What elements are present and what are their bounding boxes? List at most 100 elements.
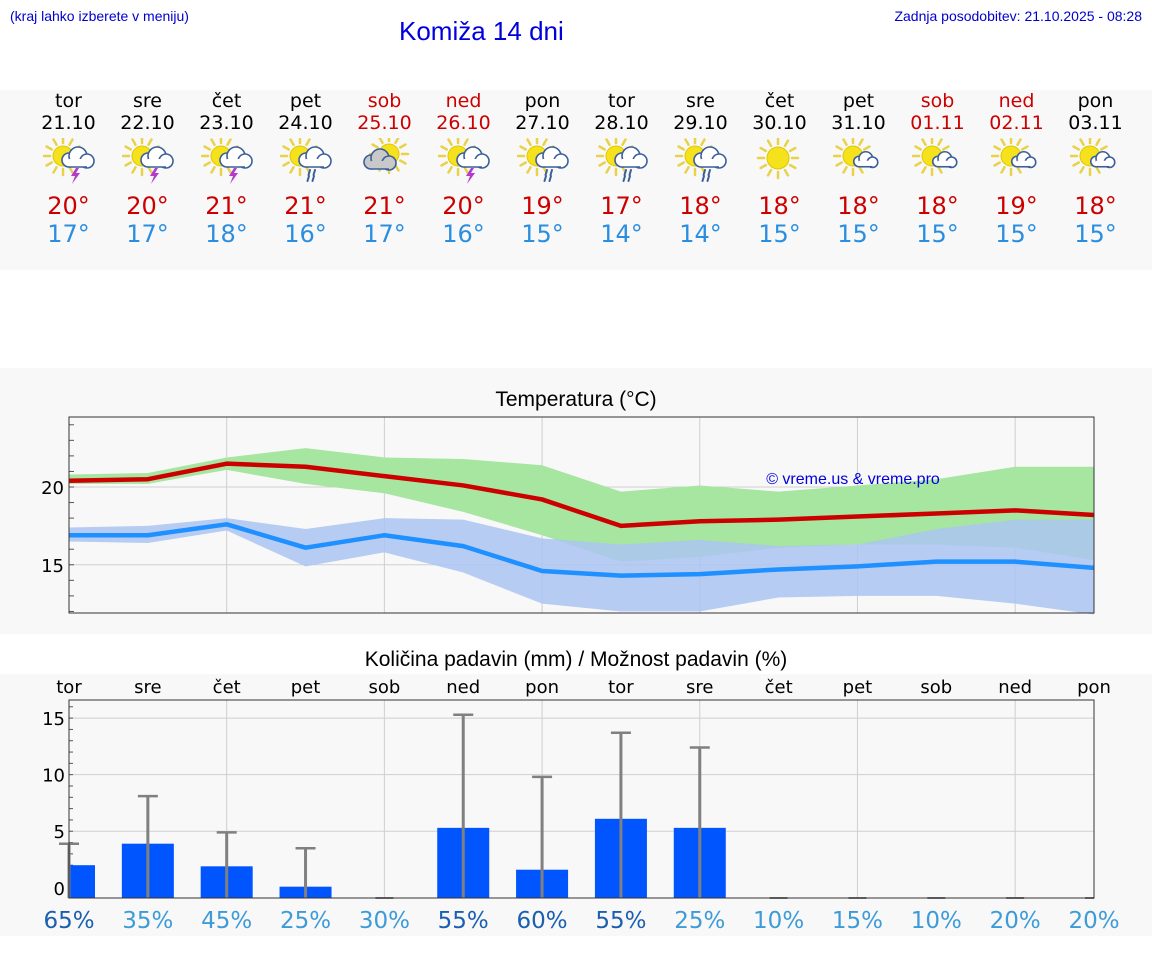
day-name: sob xyxy=(367,90,402,112)
precipitation-probability: 25% xyxy=(674,908,725,934)
day-name: čet xyxy=(211,90,242,112)
plot-border xyxy=(68,699,1095,899)
max-temperature: 21° xyxy=(284,192,327,220)
max-temperature: 18° xyxy=(758,192,801,220)
precipitation-probability: 10% xyxy=(753,908,804,934)
day-date: 23.10 xyxy=(199,112,254,134)
max-temperature: 18° xyxy=(916,192,959,220)
y-tick-label: 5 xyxy=(54,822,65,843)
day-date: 24.10 xyxy=(278,112,333,134)
precipitation-probability: 35% xyxy=(122,908,173,934)
sun-cloud-thunder-icon xyxy=(200,138,253,184)
day-forecast: pon 27.10 19° 15° xyxy=(503,90,582,248)
day-forecast: čet 30.10 18° 15° xyxy=(740,90,819,248)
max-temperature-line xyxy=(68,461,1095,529)
sun-shape xyxy=(756,138,799,180)
y-tick-label: 10 xyxy=(42,766,65,787)
precipitation-probability: 20% xyxy=(1068,908,1119,934)
precipitation-probability: 20% xyxy=(990,908,1041,934)
day-name: sob xyxy=(920,90,955,112)
rain-drops xyxy=(306,169,316,182)
sun-icon xyxy=(756,138,799,180)
day-forecast: ned 02.11 19° 15° xyxy=(977,90,1056,248)
day-name: tor xyxy=(55,90,82,112)
temperature-chart-title: Temperatura (°C) xyxy=(495,388,657,411)
location-hint: (kraj lahko izberete v meniju) xyxy=(10,8,189,24)
day-name: tor xyxy=(608,90,635,112)
x-category-label: pon xyxy=(1077,677,1111,698)
lightning-shape xyxy=(228,168,238,184)
min-temperature: 17° xyxy=(126,220,169,248)
max-temperature: 18° xyxy=(1074,192,1117,220)
x-category-label: sre xyxy=(134,677,161,698)
sun-cloud-rain-icon xyxy=(674,138,727,182)
cloud-shape xyxy=(218,146,253,169)
x-category-label: pet xyxy=(291,677,321,698)
x-category-label: sob xyxy=(920,677,952,698)
min-temperature: 15° xyxy=(837,220,880,248)
lightning-shape xyxy=(70,168,80,184)
day-date: 28.10 xyxy=(594,112,649,134)
day-forecast: sre 29.10 18° 14° xyxy=(661,90,740,248)
cloud-shape xyxy=(60,146,95,169)
sun-small-cloud-icon xyxy=(911,138,958,177)
precipitation-probability: 15% xyxy=(832,908,883,934)
max-temperature: 18° xyxy=(679,192,722,220)
day-forecast: sob 25.10 21° 17° xyxy=(345,90,424,248)
day-date: 26.10 xyxy=(436,112,491,134)
min-temperature: 15° xyxy=(1074,220,1117,248)
page-title: Komiža 14 dni xyxy=(399,16,564,46)
min-temperature: 18° xyxy=(205,220,248,248)
cloud-shape xyxy=(1010,150,1037,169)
day-forecast: pet 24.10 21° 16° xyxy=(266,90,345,248)
precipitation-chart-title: Količina padavin (mm) / Možnost padavin … xyxy=(364,648,788,671)
watermark-text: © vreme.us & vreme.pro xyxy=(766,471,940,488)
day-name: pon xyxy=(1077,90,1114,112)
max-temperature: 19° xyxy=(995,192,1038,220)
x-category-label: ned xyxy=(446,677,480,698)
rain-drops xyxy=(543,169,553,182)
lightning-shape xyxy=(149,168,159,184)
max-temperature: 17° xyxy=(600,192,643,220)
sun-small-cloud-icon xyxy=(832,138,879,177)
cloud-shape xyxy=(1089,150,1116,169)
day-date: 02.11 xyxy=(989,112,1044,134)
cloud-shape xyxy=(139,146,174,169)
max-temperature-band xyxy=(69,448,1094,562)
day-forecast: čet 23.10 21° 18° xyxy=(187,90,266,248)
day-date: 31.10 xyxy=(831,112,886,134)
day-forecast: sre 22.10 20° 17° xyxy=(108,90,187,248)
precipitation-bar xyxy=(69,865,95,898)
rain-drops xyxy=(622,169,632,182)
x-category-label: čet xyxy=(765,677,793,698)
min-temperature: 16° xyxy=(442,220,485,248)
min-temperature: 17° xyxy=(363,220,406,248)
plot-area xyxy=(69,700,1094,898)
max-temperature: 20° xyxy=(442,192,485,220)
day-forecast: ned 26.10 20° 16° xyxy=(424,90,503,248)
plot-border xyxy=(68,416,1095,614)
cloud-shape xyxy=(534,146,569,169)
min-temperature-line xyxy=(69,522,1095,578)
sun-cloud-thunder-icon xyxy=(121,138,174,184)
lightning-shape xyxy=(465,168,475,184)
day-date: 27.10 xyxy=(515,112,570,134)
day-date: 21.10 xyxy=(41,112,96,134)
precipitation-probability: 30% xyxy=(359,908,410,934)
cloud-shape xyxy=(931,150,958,169)
day-forecast: sob 01.11 18° 15° xyxy=(898,90,977,248)
max-temperature: 20° xyxy=(47,192,90,220)
day-forecast: pon 03.11 18° 15° xyxy=(1056,90,1135,248)
sun-cloud-rain-icon xyxy=(279,138,332,182)
max-temperature: 21° xyxy=(363,192,406,220)
rain-drops xyxy=(701,169,711,182)
precipitation-probability: 10% xyxy=(911,908,962,934)
sun-cloud-thunder-icon xyxy=(437,138,490,184)
x-category-label: pet xyxy=(843,677,873,698)
x-category-label: sob xyxy=(368,677,400,698)
min-temperature: 16° xyxy=(284,220,327,248)
day-date: 30.10 xyxy=(752,112,807,134)
x-category-label: pon xyxy=(525,677,559,698)
sun-cloud-rain-icon xyxy=(595,138,648,182)
min-temperature: 14° xyxy=(600,220,643,248)
